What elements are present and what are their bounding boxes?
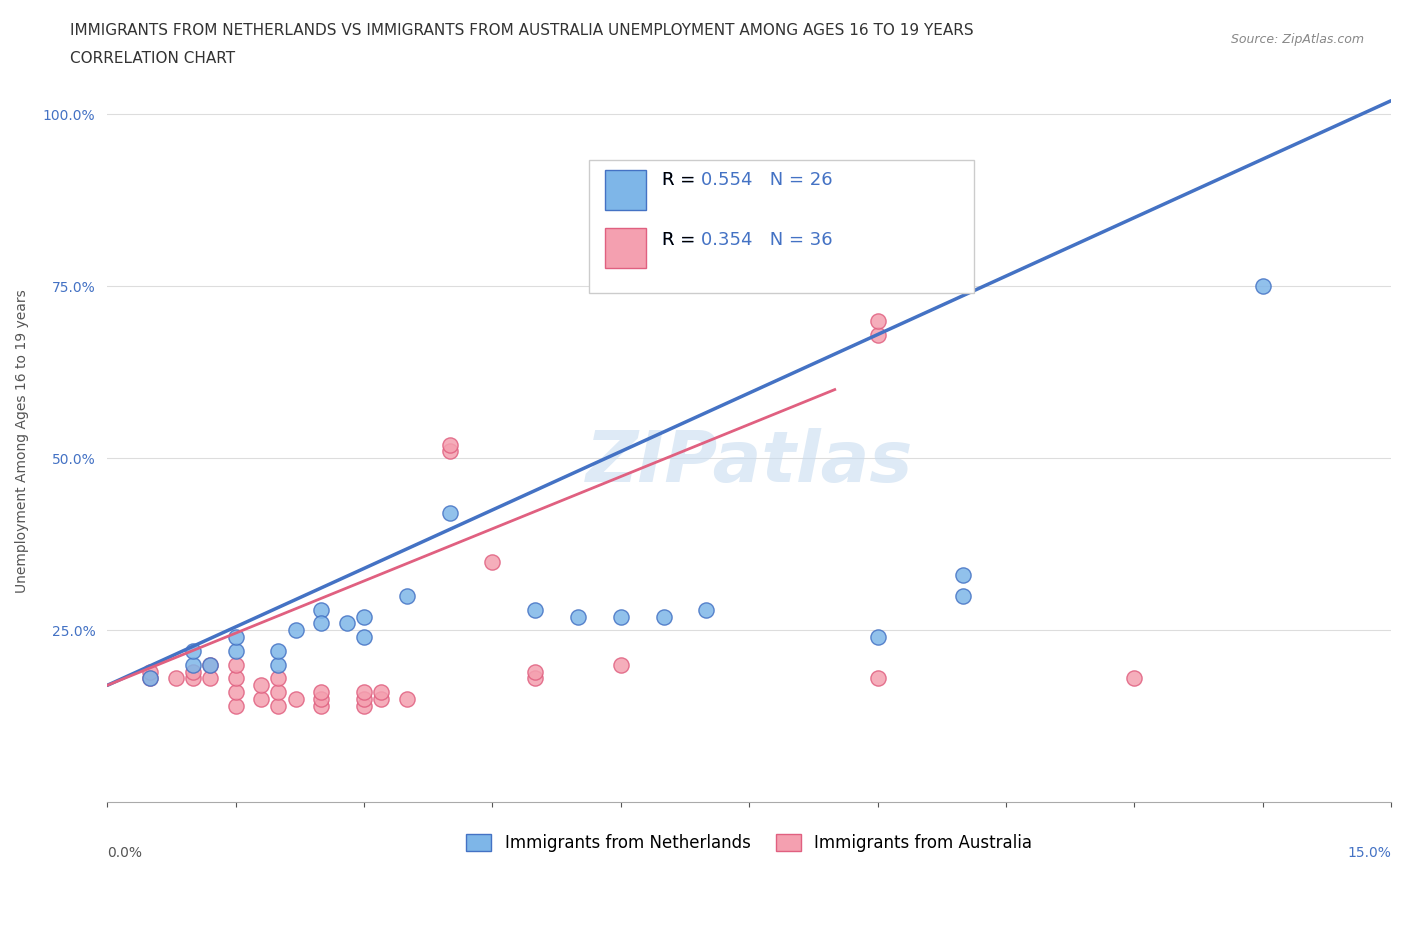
Point <box>267 671 290 686</box>
Point <box>198 671 221 686</box>
Text: Source: ZipAtlas.com: Source: ZipAtlas.com <box>1230 33 1364 46</box>
Point <box>336 616 359 631</box>
Point <box>181 644 204 658</box>
Point <box>225 630 247 644</box>
Point <box>284 623 307 638</box>
Point <box>567 609 589 624</box>
Text: R = 0.354   N = 36: R = 0.354 N = 36 <box>662 232 832 249</box>
Point <box>439 437 461 452</box>
Point <box>866 313 889 328</box>
Point <box>395 692 418 707</box>
Point <box>439 444 461 458</box>
FancyBboxPatch shape <box>606 170 647 210</box>
Point <box>652 609 675 624</box>
Point <box>309 616 332 631</box>
Point <box>524 671 547 686</box>
Point <box>267 698 290 713</box>
Point <box>139 664 162 679</box>
Point <box>181 664 204 679</box>
Point <box>250 692 273 707</box>
Point <box>284 692 307 707</box>
Point <box>309 603 332 618</box>
Point <box>139 671 162 686</box>
Text: 0.0%: 0.0% <box>107 845 142 859</box>
Point <box>353 609 375 624</box>
Text: 15.0%: 15.0% <box>1347 845 1391 859</box>
Text: R =: R = <box>662 232 700 249</box>
Point <box>267 684 290 699</box>
Point <box>139 671 162 686</box>
Text: R =: R = <box>662 171 700 189</box>
Y-axis label: Unemployment Among Ages 16 to 19 years: Unemployment Among Ages 16 to 19 years <box>15 289 30 593</box>
Point <box>225 658 247 672</box>
Point <box>866 327 889 342</box>
Point <box>695 603 717 618</box>
FancyBboxPatch shape <box>589 160 974 293</box>
Point <box>952 589 974 604</box>
Point <box>481 554 503 569</box>
Point <box>353 684 375 699</box>
Point <box>1123 671 1146 686</box>
Point <box>353 692 375 707</box>
Point <box>524 664 547 679</box>
Legend: Immigrants from Netherlands, Immigrants from Australia: Immigrants from Netherlands, Immigrants … <box>460 828 1039 859</box>
Point <box>353 698 375 713</box>
Point <box>198 658 221 672</box>
Point <box>866 630 889 644</box>
Point <box>181 658 204 672</box>
Point <box>353 630 375 644</box>
Text: CORRELATION CHART: CORRELATION CHART <box>70 51 235 66</box>
Point <box>165 671 187 686</box>
Point <box>198 658 221 672</box>
Point <box>370 692 392 707</box>
Point <box>225 684 247 699</box>
Point <box>952 568 974 583</box>
Text: IMMIGRANTS FROM NETHERLANDS VS IMMIGRANTS FROM AUSTRALIA UNEMPLOYMENT AMONG AGES: IMMIGRANTS FROM NETHERLANDS VS IMMIGRANT… <box>70 23 974 38</box>
Point <box>1251 279 1274 294</box>
Point <box>250 678 273 693</box>
Point <box>309 692 332 707</box>
FancyBboxPatch shape <box>606 228 647 268</box>
Text: R = 0.554   N = 26: R = 0.554 N = 26 <box>662 171 832 189</box>
Point <box>309 698 332 713</box>
Point <box>225 644 247 658</box>
Point <box>309 684 332 699</box>
Point <box>866 671 889 686</box>
Point <box>267 658 290 672</box>
Point <box>225 671 247 686</box>
Point <box>181 671 204 686</box>
Point <box>225 698 247 713</box>
Point <box>439 506 461 521</box>
Point <box>610 609 633 624</box>
Point <box>267 644 290 658</box>
Point <box>524 603 547 618</box>
Point <box>370 684 392 699</box>
Point <box>395 589 418 604</box>
Point <box>610 658 633 672</box>
Text: ZIPatlas: ZIPatlas <box>585 429 912 498</box>
